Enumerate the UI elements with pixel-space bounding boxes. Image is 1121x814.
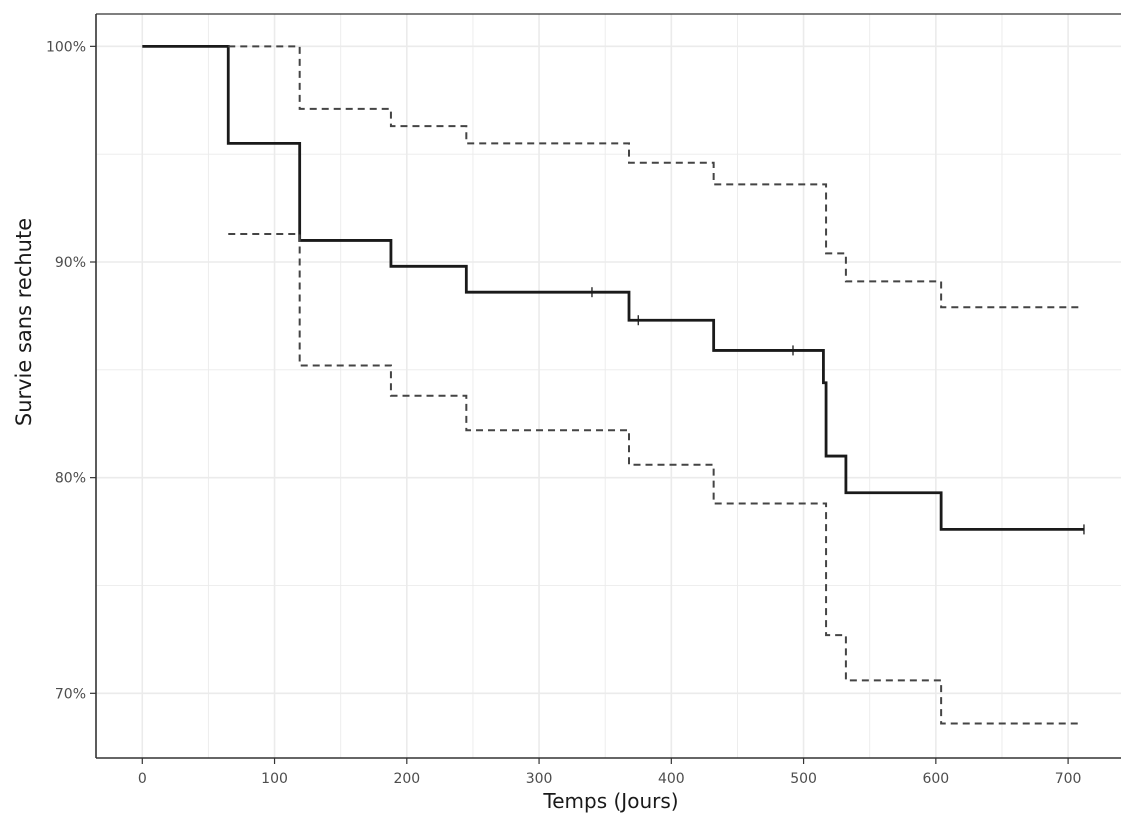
ci-upper-line: [228, 45, 1079, 309]
y-axis-title: Survie sans rechute: [12, 218, 36, 426]
axes: [90, 13, 1121, 764]
x-tick-label: 300: [526, 771, 553, 787]
x-tick-label: 200: [393, 771, 420, 787]
grid-lines: [96, 14, 1121, 758]
x-tick-label: 500: [790, 771, 817, 787]
y-tick-label: 70%: [55, 686, 86, 702]
y-tick-label: 90%: [55, 255, 86, 271]
x-tick-label: 0: [138, 771, 147, 787]
x-tick-label: 100: [261, 771, 288, 787]
survival-curves: [142, 44, 1085, 725]
x-tick-label: 400: [658, 771, 685, 787]
x-tick-label: 700: [1055, 771, 1082, 787]
x-tick-label: 600: [922, 771, 949, 787]
survival-estimate-line: [142, 44, 1084, 531]
y-tick-label: 100%: [46, 39, 86, 55]
y-tick-label: 80%: [55, 471, 86, 487]
ci-lower-line: [228, 232, 1079, 725]
tick-labels: 0 100 200 300 400 500 600 700 70% 80% 90% 100%: [46, 39, 1081, 787]
x-axis-title: Temps (Jours): [542, 789, 678, 813]
